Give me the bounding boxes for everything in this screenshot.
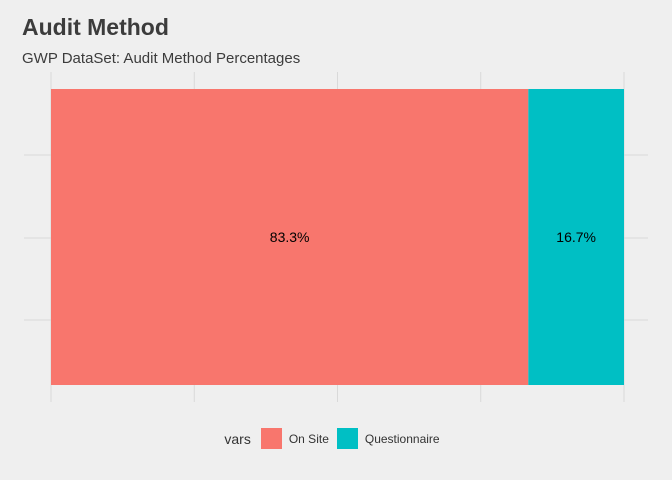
- data-label-on-site: 83.3%: [270, 229, 310, 245]
- chart-title: Audit Method: [22, 14, 169, 40]
- legend-item-questionnaire: Questionnaire: [336, 428, 440, 449]
- bar-segment-on-site: [51, 89, 529, 385]
- bars: [51, 89, 624, 385]
- data-labels: 83.3% 16.7%: [270, 229, 596, 245]
- chart-subtitle: GWP DataSet: Audit Method Percentages: [22, 50, 301, 67]
- legend: vars On Site Questionnaire: [0, 428, 672, 449]
- legend-key-questionnaire: [336, 428, 358, 449]
- data-label-questionnaire: 16.7%: [556, 229, 596, 245]
- legend-title: vars: [224, 430, 251, 447]
- legend-key-on-site: [260, 428, 282, 449]
- legend-label-questionnaire: Questionnaire: [364, 431, 440, 446]
- legend-label-on-site: On Site: [288, 431, 329, 446]
- bar-segment-questionnaire: [528, 89, 624, 385]
- legend-item-on-site: On Site: [260, 428, 329, 449]
